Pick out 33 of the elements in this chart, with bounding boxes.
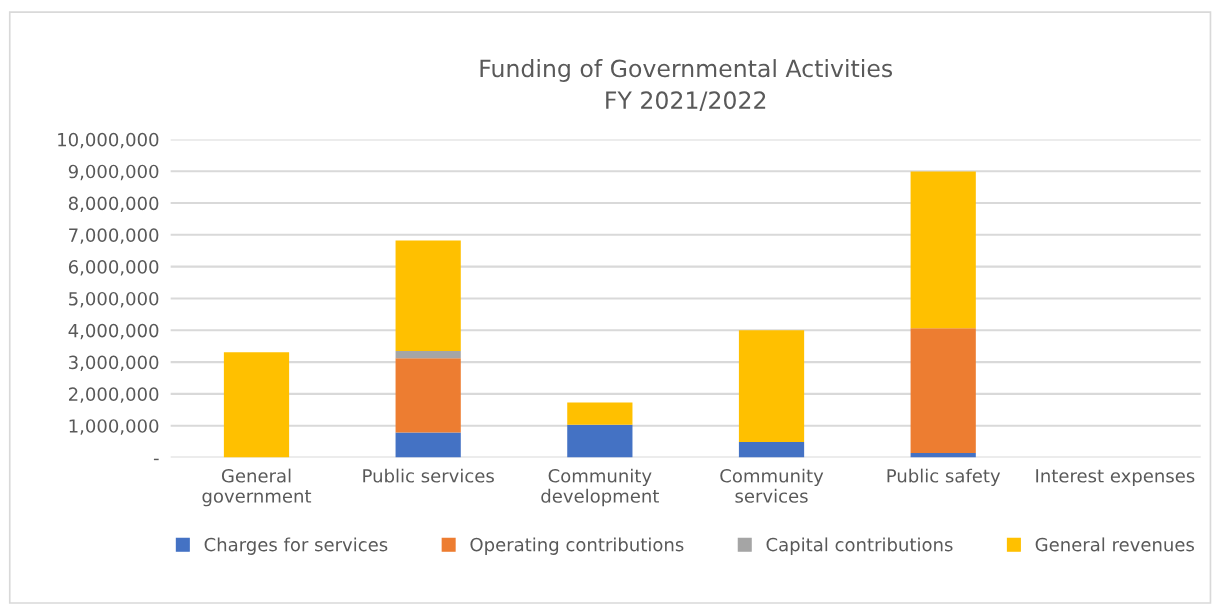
bar bbox=[395, 350, 461, 359]
bar bbox=[223, 352, 290, 458]
y-tick-label: 9,000,000 bbox=[68, 164, 159, 181]
bar bbox=[395, 432, 461, 458]
x-tick-label: Public safety bbox=[887, 468, 1001, 487]
bar bbox=[395, 240, 461, 351]
y-tick-label: 3,000,000 bbox=[69, 355, 159, 372]
bar bbox=[910, 328, 976, 454]
y-tick-label: 5,000,000 bbox=[69, 291, 159, 308]
bar bbox=[910, 171, 976, 329]
x-tick-label: Community development bbox=[541, 468, 659, 507]
x-tick-label: Interest expenses bbox=[1036, 469, 1195, 487]
bar bbox=[395, 358, 461, 433]
legend-label: Operating contributions bbox=[470, 537, 684, 555]
x-tick-label: General government bbox=[202, 468, 312, 507]
y-tick-label: 1,000,000 bbox=[69, 419, 159, 435]
y-tick-label: 4,000,000 bbox=[68, 323, 159, 340]
y-tick-label: - bbox=[153, 458, 159, 461]
y-tick-label: 6,000,000 bbox=[68, 260, 159, 276]
bar bbox=[567, 402, 633, 425]
chart-title: Funding of Governmental Activities FY 2021/2022 bbox=[480, 59, 893, 112]
y-tick-label: 10,000,000 bbox=[58, 132, 159, 149]
legend-label: General revenues bbox=[1035, 537, 1194, 552]
y-tick-label: 7,000,000 bbox=[69, 228, 159, 244]
y-tick-label: 8,000,000 bbox=[68, 196, 159, 212]
legend-label: Capital contributions bbox=[766, 537, 953, 555]
bar bbox=[567, 424, 633, 458]
bar bbox=[738, 330, 805, 442]
x-tick-label: Community services bbox=[720, 468, 824, 503]
legend-label: Charges for services bbox=[204, 537, 388, 555]
bar bbox=[738, 441, 805, 458]
y-tick-label: 2,000,000 bbox=[68, 387, 159, 403]
x-tick-label: Public services bbox=[363, 468, 494, 483]
